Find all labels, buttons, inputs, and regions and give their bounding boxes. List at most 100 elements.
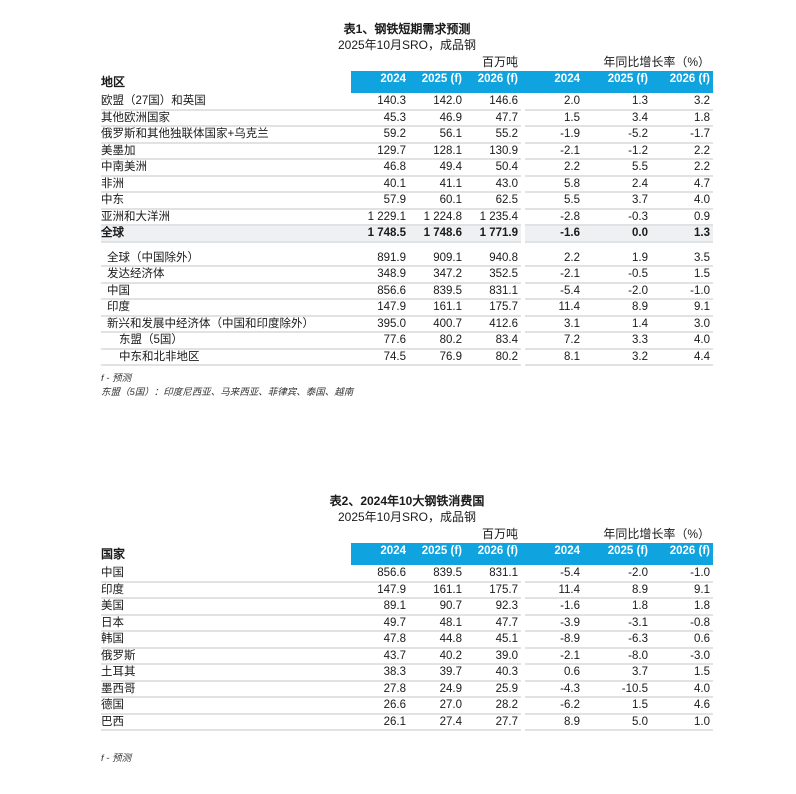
row-label: 中东和北非地区	[101, 350, 351, 366]
row-label: 全球	[101, 226, 351, 243]
table-row: 日本 49.7 48.1 47.7 -3.9 -3.1 -0.8	[101, 616, 713, 632]
cell-value: 40.3	[465, 665, 521, 682]
cell-value: 1.5	[583, 698, 651, 715]
row-label: 发达经济体	[101, 267, 351, 284]
table-row: 中国 856.6 839.5 831.1 -5.4 -2.0 -1.0	[101, 566, 713, 583]
cell-value: 50.4	[465, 160, 521, 177]
row-label: 俄罗斯和其他独联体国家+乌克兰	[101, 127, 351, 144]
cell-value: 128.1	[409, 144, 465, 160]
unit-row: 百万吨 年同比增长率（%）	[101, 54, 713, 71]
column-gap	[521, 226, 525, 243]
cell-value: 49.7	[351, 616, 409, 632]
cell-value: 1.0	[651, 715, 713, 731]
row-label: 中南美洲	[101, 160, 351, 177]
cell-value: 77.6	[351, 333, 409, 350]
cell-value: 80.2	[409, 333, 465, 350]
cell-value: 3.3	[583, 333, 651, 350]
cell-value: 130.9	[465, 144, 521, 160]
row-label: 中东	[101, 193, 351, 210]
cell-value: 27.8	[351, 682, 409, 698]
row-label: 欧盟（27国）和英国	[101, 94, 351, 111]
cell-value: 856.6	[351, 566, 409, 583]
cell-value: 4.4	[651, 350, 713, 366]
cell-value: 1 748.6	[409, 226, 465, 243]
cell-value: 891.9	[351, 251, 409, 267]
cell-value: 2.2	[525, 251, 583, 267]
cell-value: 27.0	[409, 698, 465, 715]
footnote: 东盟（5国）：印度尼西亚、马来西亚、菲律宾、泰国、越南	[101, 387, 354, 398]
cell-value: 1.8	[651, 599, 713, 616]
cell-value: 129.7	[351, 144, 409, 160]
cell-value: 3.0	[651, 317, 713, 333]
cell-value: 3.2	[583, 350, 651, 366]
row-label: 俄罗斯	[101, 649, 351, 665]
cell-value: 27.4	[409, 715, 465, 731]
row-label: 韩国	[101, 632, 351, 649]
cell-value: 5.0	[583, 715, 651, 731]
cell-value: 44.8	[409, 632, 465, 649]
cell-value: -1.9	[525, 127, 583, 144]
cell-value: -5.2	[583, 127, 651, 144]
cell-value: 352.5	[465, 267, 521, 284]
cell-value: 4.0	[651, 193, 713, 210]
cell-value: 347.2	[409, 267, 465, 284]
cell-value: 45.3	[351, 111, 409, 127]
cell-value: -2.1	[525, 649, 583, 665]
cell-value: -3.9	[525, 616, 583, 632]
cell-value: 38.3	[351, 665, 409, 682]
cell-value: 3.1	[525, 317, 583, 333]
cell-value: 1.8	[583, 599, 651, 616]
cell-value: 55.2	[465, 127, 521, 144]
group-spacer	[101, 243, 713, 251]
cell-value: 11.4	[525, 300, 583, 317]
cell-value: 26.6	[351, 698, 409, 715]
table-title: 表2、2024年10大钢铁消费国	[329, 494, 485, 508]
cell-value: 47.7	[465, 111, 521, 127]
cell-value: 39.7	[409, 665, 465, 682]
table-row: 土耳其 38.3 39.7 40.3 0.6 3.7 1.5	[101, 665, 713, 682]
cell-value: 940.8	[465, 251, 521, 267]
row-label: 新兴和发展中经济体（中国和印度除外）	[101, 317, 351, 333]
cell-value: 1.4	[583, 317, 651, 333]
table-row: 全球（中国除外） 891.9 909.1 940.8 2.2 1.9 3.5	[101, 251, 713, 267]
cell-value: 1.5	[651, 267, 713, 284]
cell-value: 9.1	[651, 583, 713, 599]
table1-notes: f - 预测 东盟（5国）：印度尼西亚、马来西亚、菲律宾、泰国、越南	[101, 372, 353, 400]
cell-value: -2.1	[525, 267, 583, 284]
cell-value: 831.1	[465, 566, 521, 583]
table-row: 中国 856.6 839.5 831.1 -5.4 -2.0 -1.0	[101, 284, 713, 300]
cell-value: 2.4	[583, 177, 651, 193]
row-label: 土耳其	[101, 665, 351, 682]
cell-value: -3.0	[651, 649, 713, 665]
cell-value: 80.2	[465, 350, 521, 366]
cell-value: 56.1	[409, 127, 465, 144]
row-label: 中国	[101, 284, 351, 300]
unit-row: 百万吨 年同比增长率（%）	[101, 526, 713, 543]
cell-value: -1.0	[651, 284, 713, 300]
cell-value: -0.3	[583, 210, 651, 226]
cell-value: 24.9	[409, 682, 465, 698]
cell-value: 0.6	[525, 665, 583, 682]
cell-value: 49.4	[409, 160, 465, 177]
cell-value: 3.5	[651, 251, 713, 267]
cell-value: 3.4	[583, 111, 651, 127]
column-header: 2025 (f)	[583, 543, 651, 565]
cell-value: 1 224.8	[409, 210, 465, 226]
cell-value: 2.2	[651, 160, 713, 177]
table-row: 非洲 40.1 41.1 43.0 5.8 2.4 4.7	[101, 177, 713, 193]
cell-value: 1 229.1	[351, 210, 409, 226]
cell-value: 40.1	[351, 177, 409, 193]
cell-value: 43.0	[465, 177, 521, 193]
cell-value: 0.6	[651, 632, 713, 649]
cell-value: 5.8	[525, 177, 583, 193]
label-header: 地区	[101, 75, 126, 89]
table-row: 全球 1 748.5 1 748.6 1 771.9 -1.6 0.0 1.3	[101, 226, 713, 243]
cell-value: -8.0	[583, 649, 651, 665]
cell-value: 142.0	[409, 94, 465, 111]
label-header: 国家	[101, 547, 126, 561]
cell-value: -10.5	[583, 682, 651, 698]
row-label: 亚洲和大洋洲	[101, 210, 351, 226]
footnote: f - 预测	[101, 753, 132, 764]
cell-value: 0.9	[651, 210, 713, 226]
